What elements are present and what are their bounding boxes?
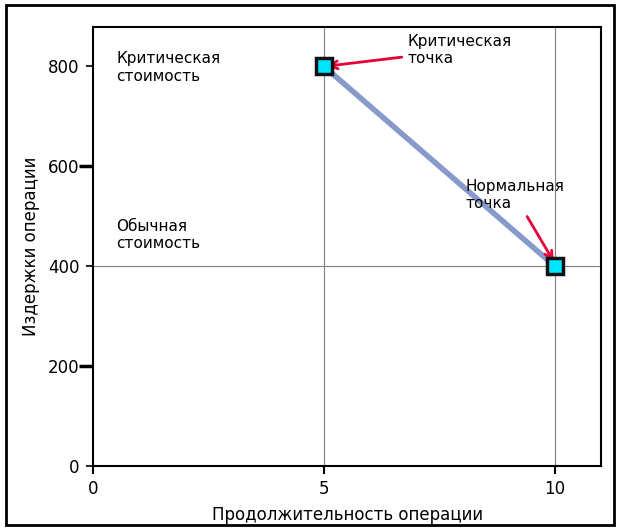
Y-axis label: Издержки операции: Издержки операции [22,157,40,336]
Text: Нормальная
точка: Нормальная точка [465,179,564,259]
X-axis label: Продолжительность операции: Продолжительность операции [211,506,483,524]
Text: Критическая
точка: Критическая точка [330,34,512,69]
Text: Обычная
стоимость: Обычная стоимость [116,219,200,251]
Text: Критическая
стоимость: Критическая стоимость [116,51,220,84]
